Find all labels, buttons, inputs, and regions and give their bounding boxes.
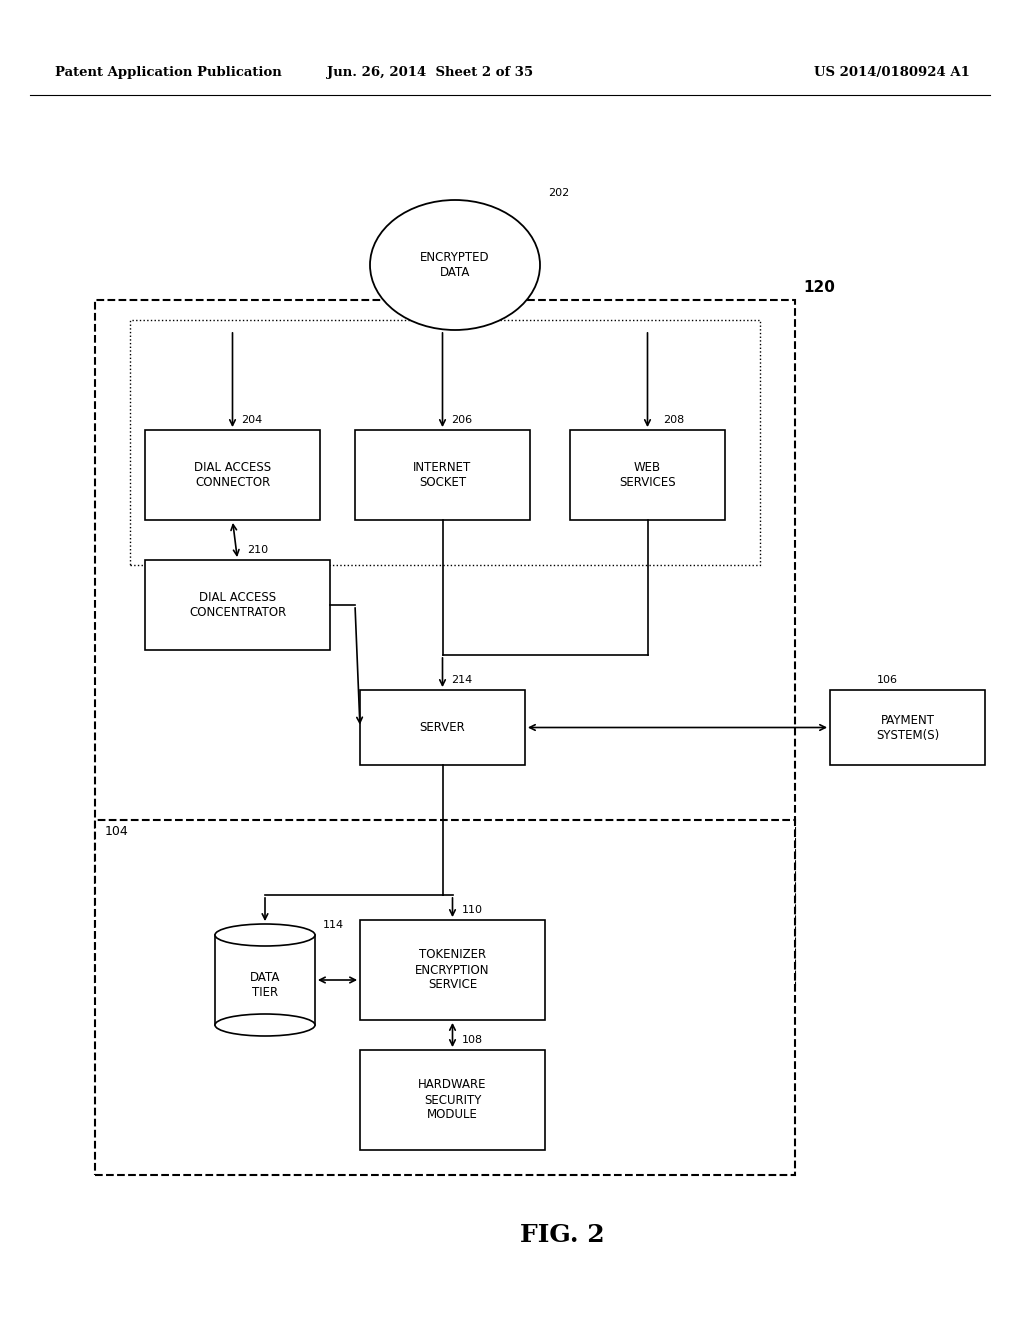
Bar: [215, 935, 315, 1026]
Bar: [360, 920, 545, 1020]
Text: Jun. 26, 2014  Sheet 2 of 35: Jun. 26, 2014 Sheet 2 of 35: [327, 66, 534, 78]
Text: 108: 108: [462, 1035, 483, 1045]
Text: 206: 206: [452, 414, 472, 425]
Text: DIAL ACCESS
CONNECTOR: DIAL ACCESS CONNECTOR: [194, 461, 271, 488]
Text: 214: 214: [451, 675, 472, 685]
Text: US 2014/0180924 A1: US 2014/0180924 A1: [814, 66, 970, 78]
Text: DIAL ACCESS
CONCENTRATOR: DIAL ACCESS CONCENTRATOR: [188, 591, 286, 619]
Text: 106: 106: [877, 675, 897, 685]
Text: 120: 120: [803, 280, 835, 294]
Bar: [95, 820, 795, 1175]
Bar: [360, 690, 525, 766]
Text: ENCRYPTED
DATA: ENCRYPTED DATA: [420, 251, 489, 279]
Bar: [95, 300, 795, 985]
Ellipse shape: [215, 1014, 315, 1036]
Text: 114: 114: [323, 920, 344, 931]
Bar: [830, 690, 985, 766]
Text: DATA
TIER: DATA TIER: [250, 972, 281, 999]
Ellipse shape: [370, 201, 540, 330]
Text: 208: 208: [663, 414, 684, 425]
Bar: [360, 1049, 545, 1150]
Text: INTERNET
SOCKET: INTERNET SOCKET: [414, 461, 472, 488]
Text: 104: 104: [105, 825, 129, 838]
Bar: [355, 430, 530, 520]
Ellipse shape: [215, 924, 315, 946]
Text: PAYMENT
SYSTEM(S): PAYMENT SYSTEM(S): [876, 714, 939, 742]
Text: SERVER: SERVER: [420, 721, 465, 734]
Text: 210: 210: [247, 545, 268, 554]
Bar: [130, 319, 760, 565]
Bar: [145, 430, 319, 520]
Text: 202: 202: [548, 187, 569, 198]
Text: 204: 204: [242, 414, 262, 425]
Text: TOKENIZER
ENCRYPTION
SERVICE: TOKENIZER ENCRYPTION SERVICE: [416, 949, 489, 991]
Bar: [570, 430, 725, 520]
Text: 110: 110: [462, 906, 482, 915]
Text: HARDWARE
SECURITY
MODULE: HARDWARE SECURITY MODULE: [418, 1078, 486, 1122]
Text: WEB
SERVICES: WEB SERVICES: [620, 461, 676, 488]
Text: Patent Application Publication: Patent Application Publication: [55, 66, 282, 78]
Text: FIG. 2: FIG. 2: [520, 1224, 604, 1247]
Bar: [145, 560, 330, 649]
